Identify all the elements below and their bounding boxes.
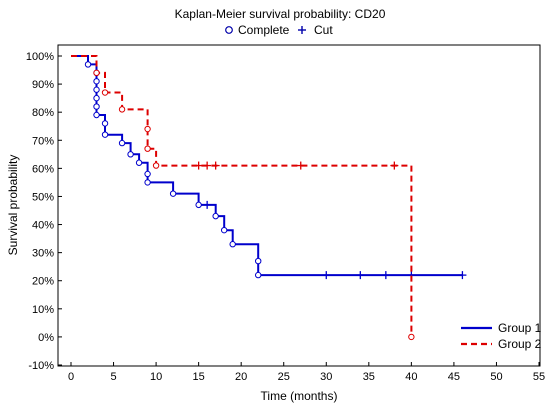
legend-complete-marker — [225, 26, 233, 34]
series-1-complete-marker-16 — [212, 212, 219, 220]
series-1-complete-marker-4 — [93, 94, 100, 102]
legend-item-complete: Complete — [225, 23, 290, 37]
x-tick-label-50: 50 — [490, 371, 502, 383]
series-1-censor-marker-2 — [356, 271, 365, 280]
x-tick-label-0: 0 — [68, 371, 74, 383]
y-tick-label-50: 50% — [32, 191, 54, 203]
series-1-complete-marker-8 — [101, 131, 109, 138]
marker-legend: Complete Cut — [225, 23, 333, 37]
series-1-complete-marker-5 — [93, 103, 100, 110]
y-tick-label-40: 40% — [32, 220, 54, 232]
series-legend: Group 1 Group 2 — [461, 321, 542, 351]
series-2-complete-marker-1 — [101, 89, 109, 96]
y-tick-label-60: 60% — [32, 163, 54, 175]
x-tick-label-15: 15 — [193, 371, 205, 383]
chart-title: Kaplan-Meier survival probability: CD20 — [175, 7, 386, 21]
series-1-complete-marker-20 — [255, 271, 262, 279]
series-2-censor-marker-2 — [211, 161, 220, 170]
x-axis-label: Time (months) — [261, 389, 338, 403]
legend-label-group-2: Group 2 — [498, 337, 542, 351]
series-2 — [71, 55, 415, 341]
series-1-complete-marker-6 — [93, 111, 100, 119]
x-tick-label-25: 25 — [278, 371, 290, 383]
x-tick-label-35: 35 — [363, 371, 375, 383]
legend-label-group-1: Group 1 — [498, 321, 542, 335]
series-1 — [71, 55, 467, 280]
series-1-complete-marker-13 — [144, 179, 151, 186]
series-2-complete-marker-0 — [93, 69, 100, 77]
legend-item-group-1: Group 1 — [461, 321, 542, 335]
legend-complete-label: Complete — [238, 23, 290, 37]
series-1-complete-marker-12 — [144, 170, 151, 178]
y-tick-label-70: 70% — [32, 135, 54, 147]
y-tick-label-30: 30% — [32, 248, 54, 260]
legend-item-cut: Cut — [298, 23, 333, 37]
series-2-censor-marker-0 — [194, 161, 203, 170]
y-tick-label-80: 80% — [32, 107, 54, 119]
x-tick-label-20: 20 — [235, 371, 247, 383]
x-tick-label-10: 10 — [150, 371, 162, 383]
series-1-censor-marker-5 — [458, 271, 467, 280]
series-2-complete-marker-5 — [152, 162, 160, 169]
series-1-complete-marker-0 — [84, 61, 92, 68]
y-axis-label: Survival probability — [6, 155, 20, 256]
series-1-complete-marker-10 — [127, 151, 134, 158]
series-2-complete-marker-3 — [144, 125, 151, 133]
series-2-complete-marker-4 — [144, 145, 151, 152]
y-tick-label-90: 90% — [32, 79, 54, 91]
series-1-complete-marker-14 — [169, 190, 177, 197]
x-tick-label-30: 30 — [320, 371, 332, 383]
x-tick-label-45: 45 — [448, 371, 460, 383]
plot-frame — [57, 44, 541, 367]
series-2-complete-marker-2 — [118, 106, 126, 113]
series-line-2 — [71, 55, 413, 337]
x-tick-label-40: 40 — [405, 371, 417, 383]
y-tick-label--10: -10% — [28, 360, 54, 372]
series-1-complete-marker-2 — [93, 78, 100, 85]
series-2-censor-marker-3 — [296, 161, 305, 170]
y-tick-label-20: 20% — [32, 276, 54, 288]
series-1-complete-marker-7 — [101, 120, 109, 127]
series-1-complete-marker-17 — [220, 226, 228, 234]
series-1-complete-marker-3 — [93, 86, 100, 93]
series-1-complete-marker-11 — [135, 159, 143, 166]
y-tick-label-100: 100% — [26, 51, 54, 63]
legend-item-group-2: Group 2 — [461, 337, 542, 351]
series-1-complete-marker-15 — [195, 201, 202, 209]
series-2-censor-marker-1 — [203, 161, 212, 170]
series-1-censor-marker-1 — [322, 271, 331, 280]
x-tick-label-5: 5 — [110, 371, 116, 383]
series-1-censor-marker-0 — [203, 200, 212, 209]
series-2-censor-marker-4 — [390, 161, 399, 170]
legend-cut-label: Cut — [314, 23, 333, 37]
series-2-complete-marker-6 — [408, 333, 415, 341]
x-tick-label-55: 55 — [533, 371, 545, 383]
x-axis: 0 5 10 15 20 25 30 35 40 45 50 55 — [68, 362, 545, 383]
y-tick-label-10: 10% — [32, 304, 54, 316]
series-layer — [71, 55, 467, 341]
series-1-complete-marker-9 — [118, 139, 126, 147]
series-1-complete-marker-19 — [255, 257, 262, 265]
y-tick-label-0: 0% — [38, 332, 54, 344]
series-1-censor-marker-3 — [381, 271, 390, 280]
series-1-complete-marker-18 — [229, 241, 236, 248]
y-axis: -10% 0% 10% 20% 30% 40% 50% 60% 70% 80% 90% 100% — [26, 51, 62, 372]
